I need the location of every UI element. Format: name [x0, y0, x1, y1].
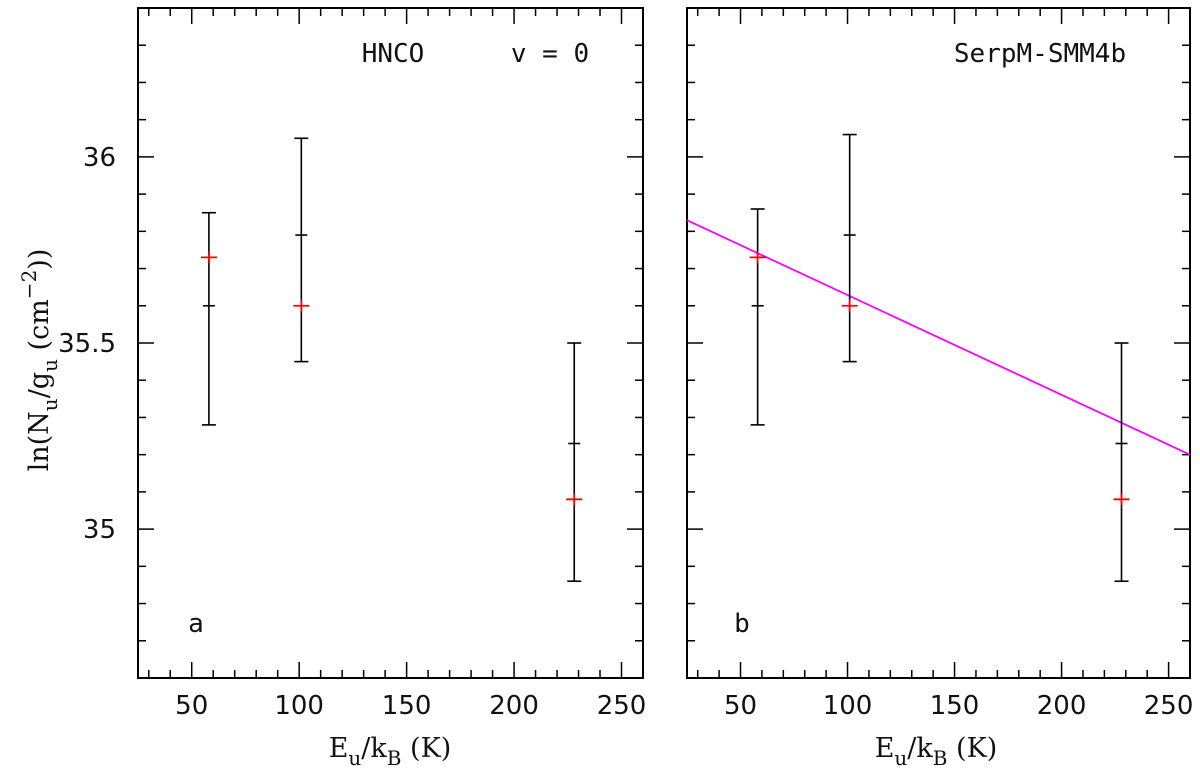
chart-annotation: SerpM-SMM4b — [954, 39, 1126, 69]
x-tick-label: 50 — [175, 691, 208, 721]
x-tick-label: 50 — [724, 691, 757, 721]
x-tick-label: 150 — [382, 691, 432, 721]
x-tick-label: 100 — [823, 691, 873, 721]
x-axis-label-b: Eu/kB (K) — [875, 733, 998, 770]
x-tick-label: 250 — [597, 691, 647, 721]
y-tick-label: 36 — [83, 143, 116, 173]
chart-annotation: HNCO — [362, 39, 425, 69]
x-tick-label: 200 — [489, 691, 539, 721]
x-tick-label: 150 — [930, 691, 980, 721]
x-tick-label: 200 — [1037, 691, 1087, 721]
panel-label: a — [188, 609, 204, 639]
y-axis-label: ln(Nu/gu (cm−2)) — [17, 249, 62, 472]
fit-line — [686, 219, 1191, 456]
panel-label: b — [734, 609, 750, 639]
y-tick-label: 35 — [83, 515, 116, 545]
x-tick-label: 250 — [1144, 691, 1194, 721]
x-tick-label: 100 — [274, 691, 324, 721]
panel-a: 50 100 150 200 250 35 35.5 36 HNCO v = 0 a — [58, 7, 647, 721]
panel-b: 50 100 150 200 250 SerpM-SMM4b b — [686, 7, 1194, 721]
x-axis-label-a: Eu/kB (K) — [329, 733, 452, 770]
y-tick-label: 35.5 — [58, 329, 116, 359]
chart-annotation: v = 0 — [511, 39, 589, 69]
